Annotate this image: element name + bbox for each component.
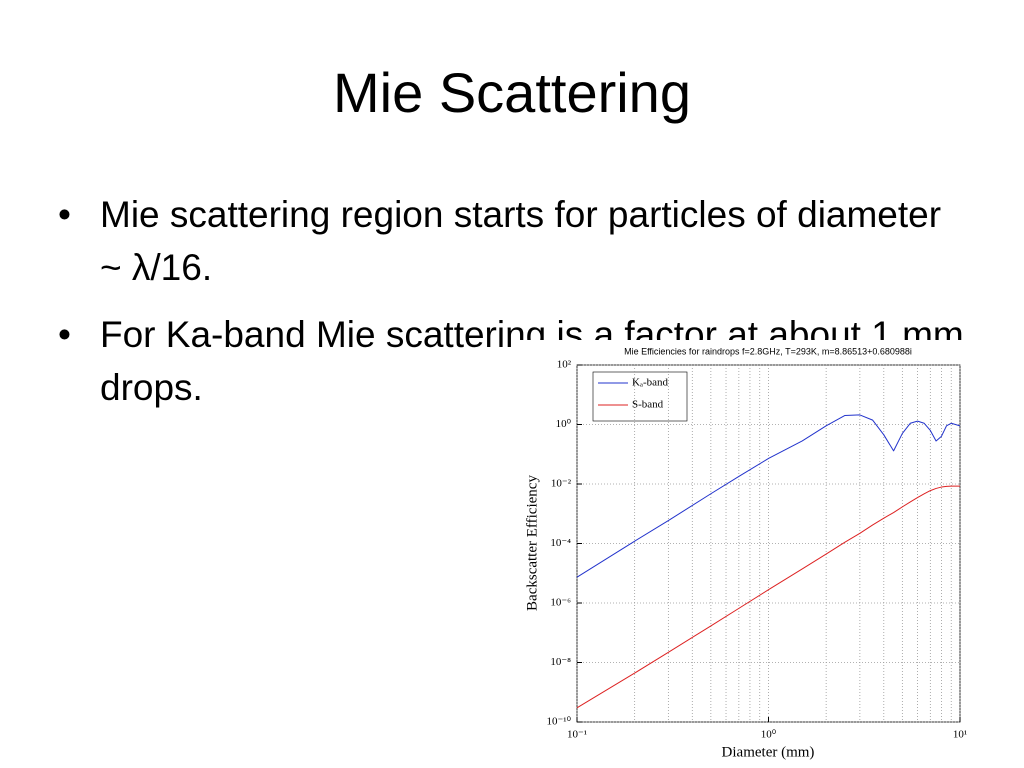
- y-tick-label: 10²: [557, 359, 572, 371]
- y-tick-label: 10⁻²: [551, 478, 572, 490]
- y-tick-label: 10⁻⁴: [550, 537, 571, 549]
- y-tick-label: 10⁻⁶: [550, 597, 571, 609]
- bullet: Mie scattering region starts for particl…: [58, 188, 970, 294]
- series-line: [576, 414, 961, 578]
- x-tick-label: 10⁻¹: [567, 729, 587, 741]
- x-tick-label: 10¹: [953, 729, 967, 741]
- chart-title: Mie Efficiencies for raindrops f=2.8GHz,…: [624, 346, 912, 356]
- slide-title: Mie Scattering: [333, 61, 691, 124]
- legend-box: [592, 371, 688, 422]
- bullet-list: Mie scattering region starts for particl…: [58, 188, 970, 428]
- x-tick-label: 10⁰: [761, 729, 777, 741]
- series-line: [576, 485, 960, 709]
- bullet: For Ka-band Mie scattering is a factor a…: [58, 308, 970, 414]
- y-tick-label: 10⁻⁸: [550, 656, 571, 668]
- y-tick-label: 10⁻¹⁰: [546, 716, 571, 728]
- y-tick-label: 10⁰: [556, 418, 572, 430]
- x-axis-label: Diameter (mm): [722, 744, 815, 760]
- legend-label: S-band: [632, 399, 664, 411]
- y-axis-label: Backscatter Efficiency: [524, 475, 540, 611]
- legend-label: Kₐ-band: [632, 377, 668, 389]
